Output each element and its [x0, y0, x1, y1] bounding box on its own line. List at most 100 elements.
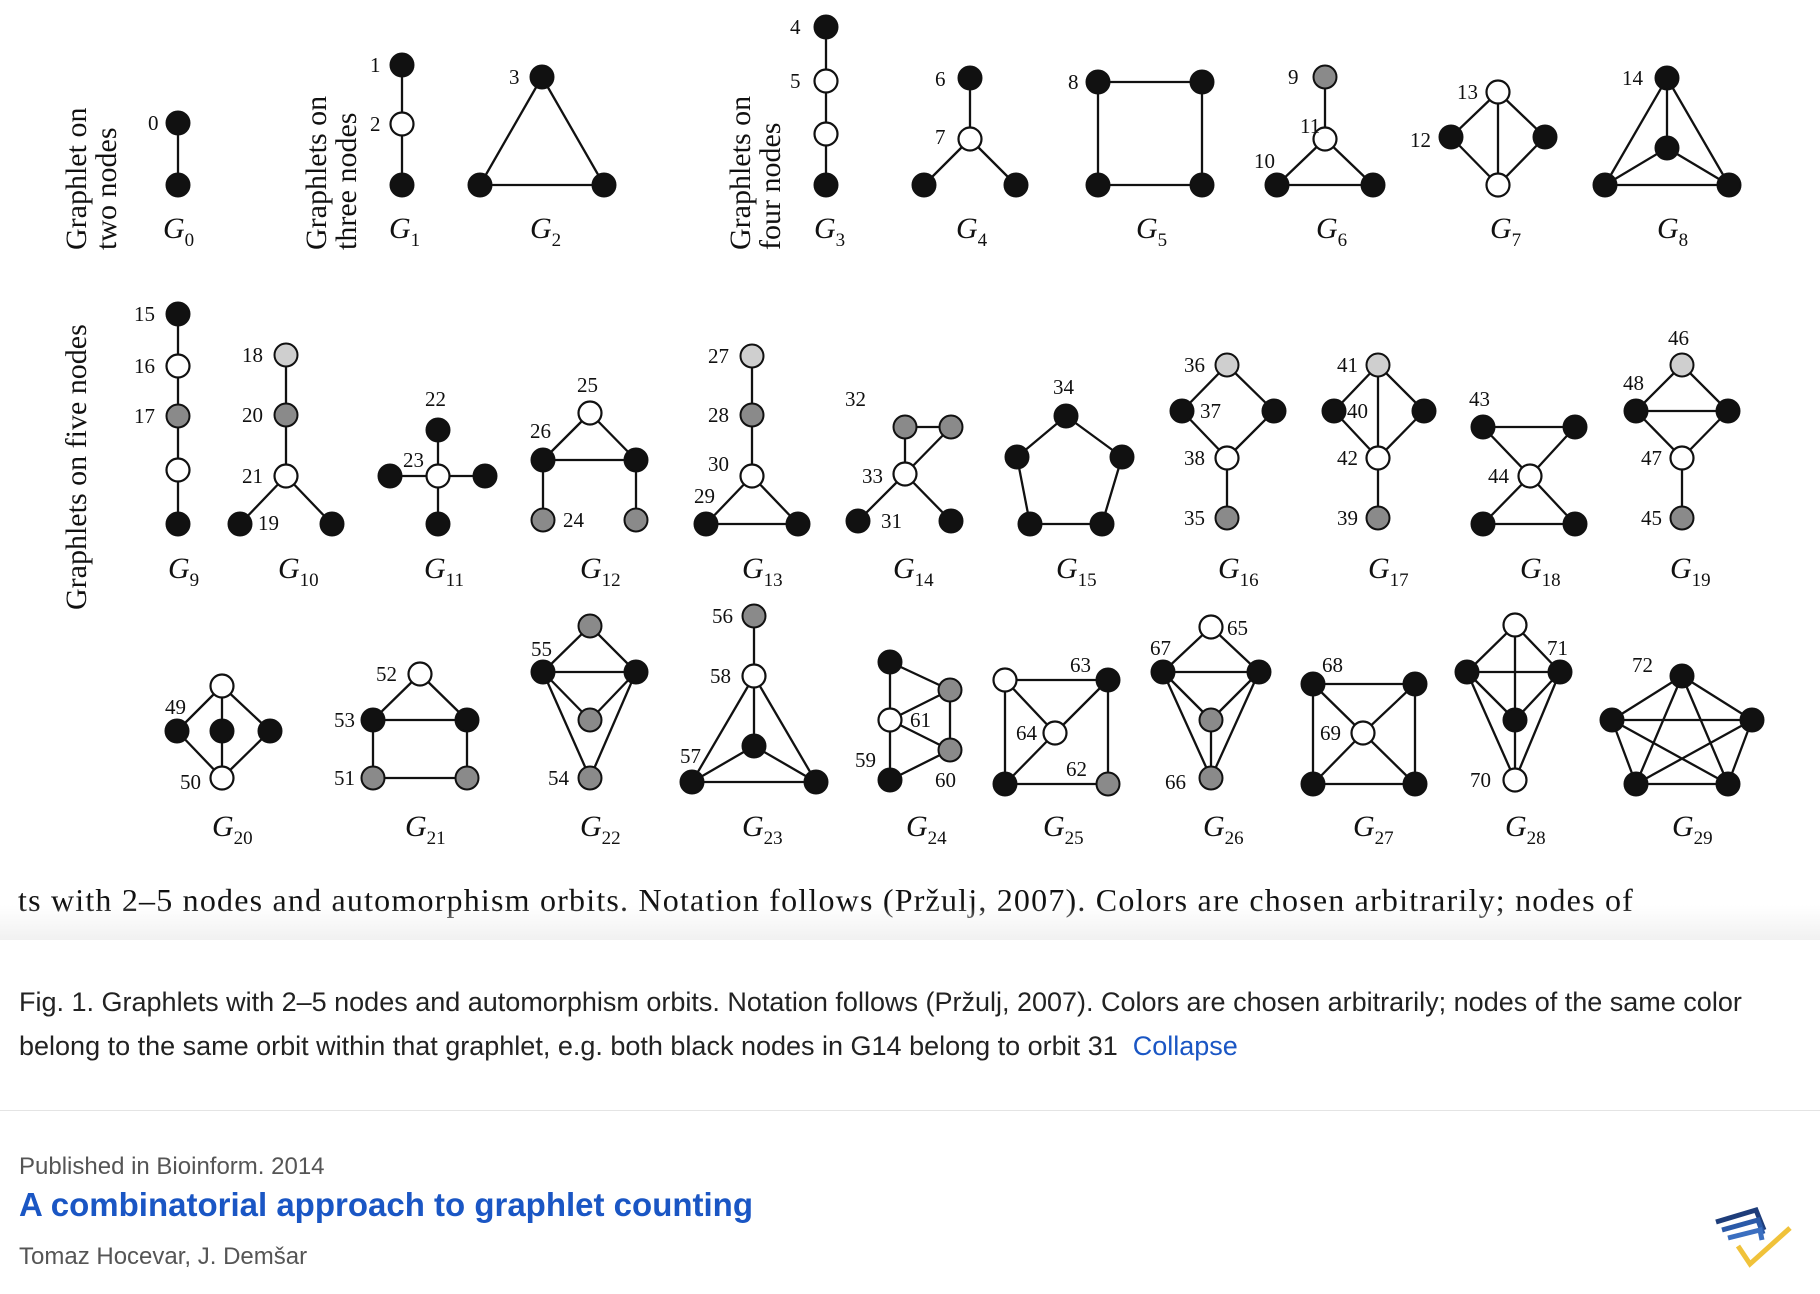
orbit-label: 64: [1016, 721, 1038, 745]
graphlet-node: [741, 733, 767, 759]
orbit-label: 14: [1622, 66, 1644, 90]
graphlet-name: G8: [1657, 212, 1688, 251]
graphlet-name: G22: [580, 810, 621, 849]
graphlet-nodes: [164, 14, 1765, 797]
paper-title-link[interactable]: A combinatorial approach to graphlet cou…: [19, 1186, 753, 1223]
orbit-label: 38: [1184, 446, 1205, 470]
graphlet-node: [360, 765, 386, 791]
graphlet-node: [425, 463, 451, 489]
graphlet-node: [679, 769, 705, 795]
graphlet-node: [577, 400, 603, 426]
graphlet-node: [1089, 511, 1115, 537]
graphlet-node: [1716, 172, 1742, 198]
graphlet-subscript: 20: [234, 828, 253, 849]
orbit-label: 5: [790, 69, 801, 93]
graphlet-node: [813, 121, 839, 147]
graphlet-node: [389, 172, 415, 198]
orbit-label: 59: [855, 748, 876, 772]
graphlet-node: [1017, 511, 1043, 537]
row-label-two-nodes-1: Graphlet on: [60, 108, 93, 250]
graphlet-name: G6: [1316, 212, 1347, 251]
graphlet-subscript: 13: [764, 570, 783, 591]
graphlet-node: [591, 172, 617, 198]
graphlet-node: [1300, 671, 1326, 697]
collapse-link[interactable]: Collapse: [1132, 1031, 1238, 1061]
graphlet-node: [273, 463, 299, 489]
graphlet-node: [165, 457, 191, 483]
graphlet-node: [803, 769, 829, 795]
orbit-label: 2: [370, 112, 381, 136]
graphlet-name: G3: [814, 212, 845, 251]
graphlet-node: [739, 402, 765, 428]
graphlet-name: G13: [742, 552, 783, 591]
orbit-label: 25: [577, 373, 598, 397]
graphlet-subscript: 9: [190, 570, 200, 591]
orbit-label: 69: [1320, 721, 1341, 745]
graphlet-node: [360, 707, 386, 733]
row-label-four-nodes-2: four nodes: [754, 123, 787, 250]
graphlet-node: [1599, 707, 1625, 733]
orbit-label: 12: [1410, 128, 1431, 152]
paper-authors: Tomaz Hocevar, J. Demšar: [19, 1243, 308, 1270]
graphlet-node: [892, 414, 918, 440]
graphlet-name: G20: [212, 810, 253, 849]
graphlet-edge: [1634, 675, 1684, 785]
graphlet-name: G29: [1672, 810, 1713, 849]
graphlet-name: G16: [1218, 552, 1259, 591]
graphlet-node: [1669, 352, 1695, 378]
graphlet-node: [938, 508, 964, 534]
graphlet-subscript: 16: [1240, 570, 1259, 591]
graphlet-node: [1360, 172, 1386, 198]
graphlet-node: [1402, 671, 1428, 697]
graphlet-node: [1198, 614, 1224, 640]
graphlet-node: [530, 659, 556, 685]
orbit-label: 17: [134, 404, 155, 428]
orbit-label: 44: [1488, 464, 1510, 488]
graphlet-node: [1547, 659, 1573, 685]
graphlet-name: G15: [1056, 552, 1097, 591]
graphlet-node: [425, 511, 451, 537]
graphlet-name: G11: [424, 552, 464, 591]
graphlet-edge: [541, 671, 592, 779]
graphlet-name: G10: [278, 552, 319, 591]
graphlet-node: [877, 767, 903, 793]
orbit-label: 66: [1165, 770, 1186, 794]
orbit-label: 33: [862, 464, 883, 488]
graphlet-node: [209, 765, 235, 791]
orbit-label: 28: [708, 403, 729, 427]
graphlet-node: [1261, 398, 1287, 424]
graphlet-node: [1312, 126, 1338, 152]
orbit-label: 52: [376, 662, 397, 686]
graphlet-node: [1438, 124, 1464, 150]
graphlet-edge: [753, 675, 817, 783]
graphlet-node: [1502, 767, 1528, 793]
graphlet-node: [1214, 445, 1240, 471]
orbit-label: 26: [530, 419, 551, 443]
graphlet-node: [813, 68, 839, 94]
orbit-label: 39: [1337, 506, 1358, 530]
graphlet-node: [1669, 445, 1695, 471]
graphlet-node: [319, 511, 345, 537]
orbit-label: 0: [148, 111, 159, 135]
graphlet-node: [1350, 720, 1376, 746]
graphlet-node: [1654, 65, 1680, 91]
graphlet-edge: [479, 76, 543, 186]
graphlet-node: [1623, 771, 1649, 797]
graphlet-edge: [1209, 671, 1261, 779]
graphlet-subscript: 25: [1065, 828, 1084, 849]
orbit-label: 6: [935, 67, 946, 91]
graphlet-edge: [1681, 675, 1753, 721]
orbit-label: 65: [1227, 616, 1248, 640]
graphlet-node: [845, 508, 871, 534]
graphlet-name: G23: [742, 810, 783, 849]
graphlet-node: [1365, 445, 1391, 471]
graphlet-node: [957, 65, 983, 91]
graphlet-node: [1715, 771, 1741, 797]
graphlet-name: G26: [1203, 810, 1244, 849]
graphlet-node: [1198, 707, 1224, 733]
graphlet-name: G0: [163, 212, 194, 251]
graphlet-node: [813, 172, 839, 198]
graphlet-subscript: 1: [411, 230, 421, 251]
graphlet-subscript: 8: [1679, 230, 1689, 251]
graphlet-node: [739, 463, 765, 489]
